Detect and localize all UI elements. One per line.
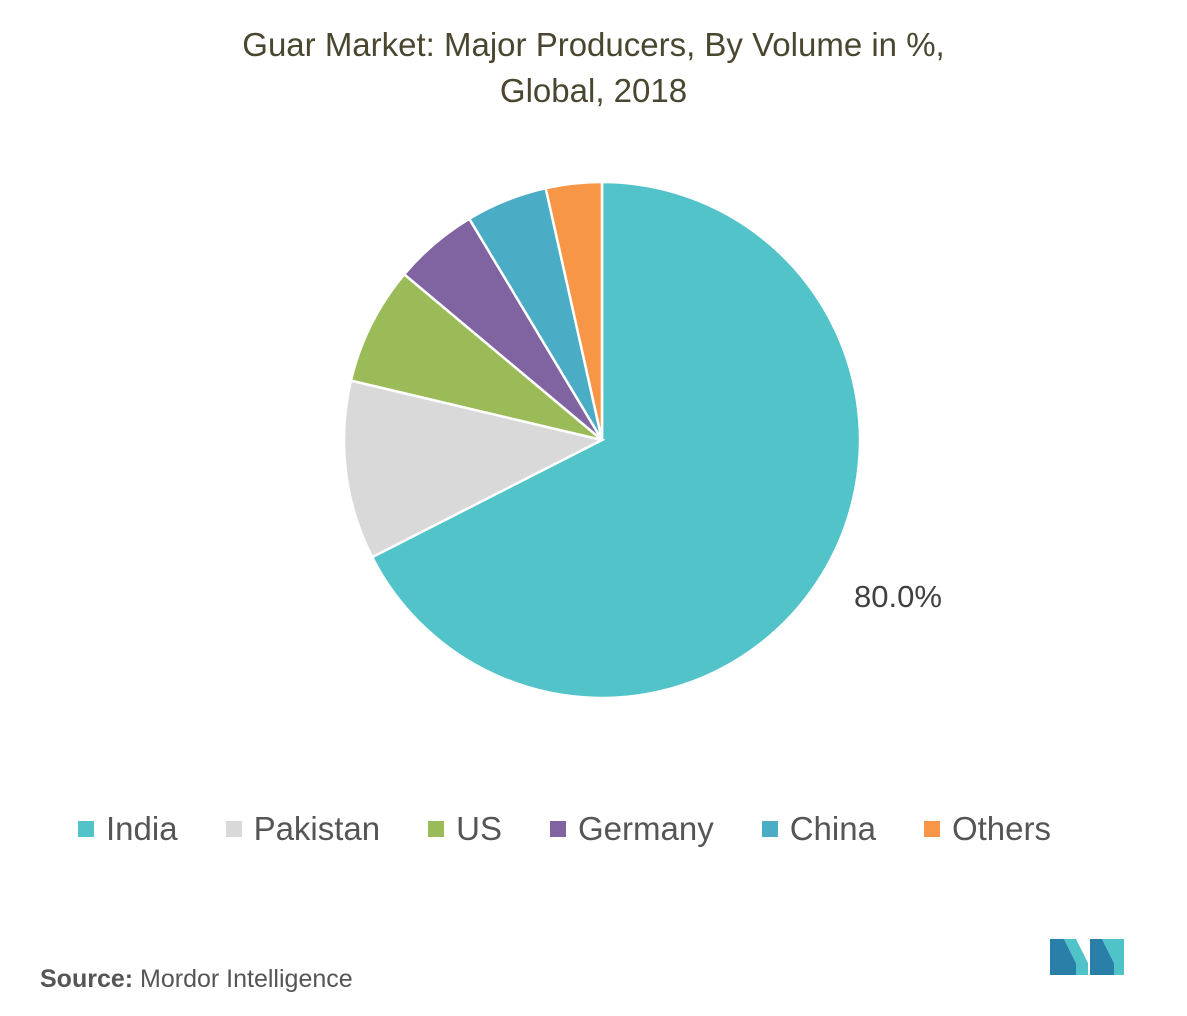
legend-swatch — [549, 821, 566, 837]
chart-title-line1: Guar Market: Major Producers, By Volume … — [242, 26, 945, 63]
chart-title: Guar Market: Major Producers, By Volume … — [0, 22, 1187, 114]
legend-item-germany: Germany — [549, 810, 714, 848]
legend-label: India — [106, 810, 178, 847]
legend-label: China — [789, 810, 876, 847]
legend-label: US — [456, 810, 502, 847]
legend-item-pakistan: Pakistan — [225, 810, 381, 848]
pie-slice-india — [370, 180, 862, 700]
pie-slice-us — [349, 272, 603, 442]
legend-item-china: China — [761, 810, 876, 848]
mordor-intelligence-logo — [1050, 939, 1124, 975]
legend-label: Others — [951, 810, 1051, 847]
legend-label: Pakistan — [253, 810, 381, 847]
chart-title-line2: Global, 2018 — [499, 72, 688, 109]
legend-item-us: US — [428, 810, 502, 848]
legend-swatch — [78, 821, 94, 837]
legend-item-india: India — [78, 810, 178, 848]
pie-slice-others — [544, 180, 604, 441]
legend-label: Germany — [577, 810, 714, 847]
data-label-india: 80.0% — [854, 579, 942, 614]
pie-slice-pakistan — [342, 379, 606, 559]
legend-swatch — [761, 821, 778, 837]
pie-chart: 80.0% — [342, 180, 942, 700]
source-label: Source: — [40, 965, 134, 993]
source-value: Mordor Intelligence — [140, 965, 353, 993]
legend-swatch — [428, 821, 445, 837]
legend-item-others: Others — [923, 810, 1051, 848]
legend: India Pakistan US Germany China Others — [78, 810, 1099, 848]
legend-swatch — [923, 821, 940, 837]
legend-swatch — [225, 821, 242, 837]
source-note: Source: Mordor Intelligence — [40, 965, 353, 994]
